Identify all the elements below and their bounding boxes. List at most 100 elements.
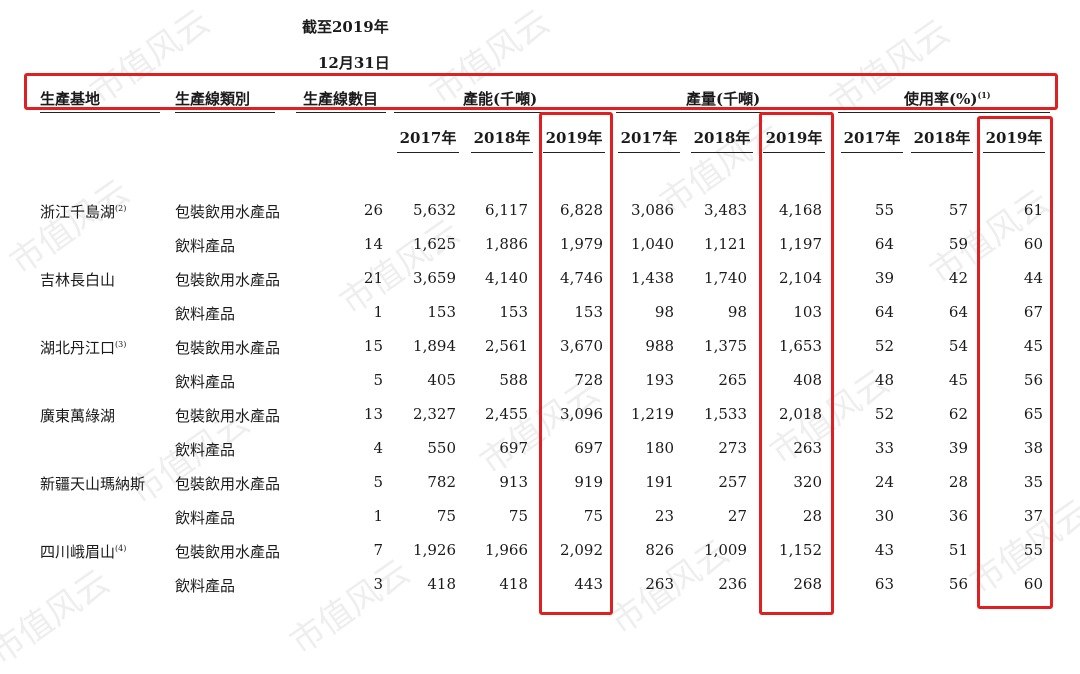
header-production-base: 生產基地 [40,90,101,108]
line-count-cell: 5 [373,473,383,491]
cutoff-date-line1: 截至2019年 [302,18,389,36]
utilization-2019-highlight-box [977,116,1053,609]
year-header: 2018年 [913,129,971,147]
value-cell: 57 [948,201,968,219]
value-cell: 55 [874,201,894,219]
value-cell: 1,040 [631,235,674,253]
line-count-cell: 7 [373,541,383,559]
value-cell: 826 [645,541,674,559]
line-type-cell: 飲料產品 [175,373,236,391]
footnote-marker: (3) [115,340,127,349]
line-type-cell: 包裝飲用水產品 [175,203,281,221]
value-cell: 98 [654,303,674,321]
value-cell: 5,632 [413,201,456,219]
value-cell: 1,219 [631,405,674,423]
value-cell: 443 [574,575,603,593]
value-cell: 48 [874,371,894,389]
value-cell: 2,104 [779,269,822,287]
value-cell: 3,483 [704,201,747,219]
value-cell: 418 [499,575,528,593]
value-cell: 263 [645,575,674,593]
value-cell: 56 [1023,371,1043,389]
value-cell: 35 [1023,473,1043,491]
line-count-cell: 13 [363,405,383,423]
value-cell: 28 [948,473,968,491]
line-type-cell: 包裝飲用水產品 [175,543,281,561]
value-cell: 1,121 [704,235,747,253]
value-cell: 1,375 [704,337,747,355]
production-base-cell: 廣東萬綠湖 [40,405,115,426]
header-highlight-box [24,73,1058,110]
table-row: 新疆天山瑪納斯 包裝飲用水產品 5 782 913 919 191 257 320 24 28 35 [0,473,1080,507]
table-row: 湖北丹江口(3) 包裝飲用水產品 15 1,894 2,561 3,670 988 1,375… [0,337,1080,371]
value-cell: 4,140 [485,269,528,287]
value-cell: 39 [948,439,968,457]
table-row: 廣東萬綠湖 包裝飲用水產品 13 2,327 2,455 3,096 1,219 1,533 2… [0,405,1080,439]
value-cell: 1,740 [704,269,747,287]
footnote-marker: (2) [115,204,127,213]
value-cell: 913 [499,473,528,491]
value-cell: 33 [874,439,894,457]
header-utilization-note: (1) [977,90,991,100]
line-type-cell: 飲料產品 [175,441,236,459]
value-cell: 588 [499,371,528,389]
line-type-cell: 飲料產品 [175,305,236,323]
value-cell: 4,746 [560,269,603,287]
value-cell: 2,455 [485,405,528,423]
line-type-cell: 飲料產品 [175,509,236,527]
line-type-cell: 包裝飲用水產品 [175,271,281,289]
value-cell: 153 [427,303,456,321]
value-cell: 191 [645,473,674,491]
line-count-cell: 15 [363,337,383,355]
production-base-cell: 湖北丹江口(3) [40,337,126,358]
value-cell: 193 [645,371,674,389]
value-cell: 405 [427,371,456,389]
value-cell: 153 [499,303,528,321]
value-cell: 1,009 [704,541,747,559]
value-cell: 75 [436,507,456,525]
value-cell: 39 [874,269,894,287]
table-row: 四川峨眉山(4) 包裝飲用水產品 7 1,926 1,966 2,092 826 1,009 1… [0,541,1080,575]
year-header: 2017年 [843,129,901,147]
line-count-cell: 1 [373,303,383,321]
table-row: 飲料產品 3 418 418 443 263 236 268 63 56 60 [0,575,1080,609]
production-base-name: 四川峨眉山 [40,543,116,561]
value-cell: 75 [583,507,603,525]
value-cell: 60 [1023,575,1043,593]
footnote-marker: (4) [115,544,127,553]
value-cell: 43 [874,541,894,559]
value-cell: 63 [874,575,894,593]
value-cell: 56 [948,575,968,593]
table-row: 飲料產品 1 153 153 153 98 98 103 64 64 67 [0,303,1080,337]
value-cell: 27 [727,507,747,525]
value-cell: 38 [1023,439,1043,457]
year-header: 2017年 [399,129,457,147]
value-cell: 1,979 [560,235,603,253]
value-cell: 268 [793,575,822,593]
value-cell: 153 [574,303,603,321]
value-cell: 1,653 [779,337,822,355]
year-header: 2017年 [620,129,678,147]
header-utilization-label: 使用率(%) [904,90,978,108]
header-utilization: 使用率(%)(1) [904,88,991,109]
value-cell: 64 [874,303,894,321]
value-cell: 65 [1023,405,1043,423]
value-cell: 52 [874,337,894,355]
value-cell: 59 [948,235,968,253]
line-count-cell: 5 [373,371,383,389]
value-cell: 320 [793,473,822,491]
value-cell: 61 [1023,201,1043,219]
value-cell: 2,561 [485,337,528,355]
value-cell: 1,926 [413,541,456,559]
value-cell: 36 [948,507,968,525]
table-row: 飲料產品 5 405 588 728 193 265 408 48 45 56 [0,371,1080,405]
line-type-cell: 飲料產品 [175,577,236,595]
value-cell: 45 [948,371,968,389]
production-base-cell: 吉林長白山 [40,269,115,290]
production-base-name: 新疆天山瑪納斯 [40,475,146,493]
header-capacity: 產能(千噸) [463,90,538,108]
value-cell: 265 [718,371,747,389]
value-cell: 44 [1023,269,1043,287]
value-cell: 37 [1023,507,1043,525]
value-cell: 782 [427,473,456,491]
